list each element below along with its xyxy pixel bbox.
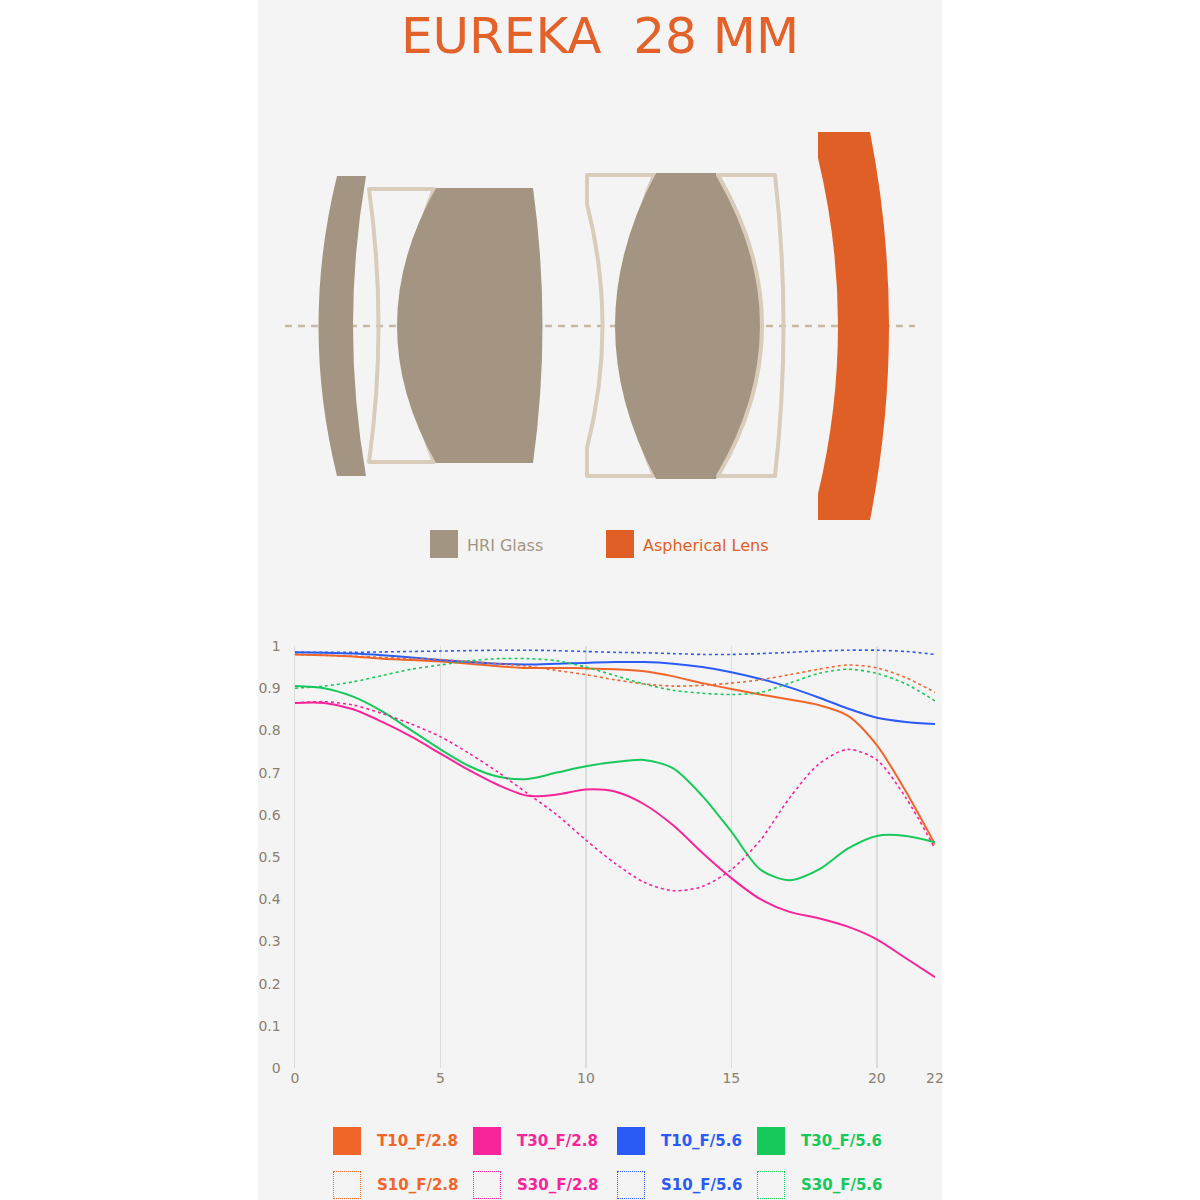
svg-text:0.1: 0.1 — [258, 1018, 280, 1034]
svg-text:15: 15 — [722, 1070, 740, 1086]
svg-text:0.3: 0.3 — [258, 933, 280, 949]
svg-text:0.8: 0.8 — [258, 722, 280, 738]
svg-text:Aspherical Lens: Aspherical Lens — [643, 536, 769, 555]
svg-text:HRI Glass: HRI Glass — [467, 536, 543, 555]
svg-text:10: 10 — [577, 1070, 595, 1086]
svg-text:0.6: 0.6 — [258, 807, 280, 823]
svg-text:22: 22 — [926, 1070, 944, 1086]
html-text:S30_F/5.6: S30_F/5.6 — [801, 1176, 883, 1194]
svg-text:EUREKA 28 MM: EUREKA 28 MM — [401, 7, 799, 65]
svg-text:0.7: 0.7 — [258, 765, 280, 781]
svg-text:0.2: 0.2 — [258, 976, 280, 992]
svg-text:0.4: 0.4 — [258, 891, 280, 907]
svg-text:0.5: 0.5 — [258, 849, 280, 865]
html-text:T10_F/2.8: T10_F/2.8 — [377, 1132, 458, 1150]
html-text:T30_F/2.8: T30_F/2.8 — [517, 1132, 598, 1150]
svg-text:1: 1 — [272, 638, 281, 654]
svg-text:0: 0 — [291, 1070, 300, 1086]
html-text:S30_F/2.8: S30_F/2.8 — [517, 1176, 599, 1194]
html-text:S10_F/2.8: S10_F/2.8 — [377, 1176, 459, 1194]
svg-text:0.9: 0.9 — [258, 680, 280, 696]
html-text:S10_F/5.6: S10_F/5.6 — [661, 1176, 743, 1194]
html-text:T10_F/5.6: T10_F/5.6 — [661, 1132, 742, 1150]
svg-text:0: 0 — [272, 1060, 281, 1076]
svg-text:5: 5 — [436, 1070, 445, 1086]
svg-text:20: 20 — [868, 1070, 886, 1086]
html-text:T30_F/5.6: T30_F/5.6 — [801, 1132, 882, 1150]
